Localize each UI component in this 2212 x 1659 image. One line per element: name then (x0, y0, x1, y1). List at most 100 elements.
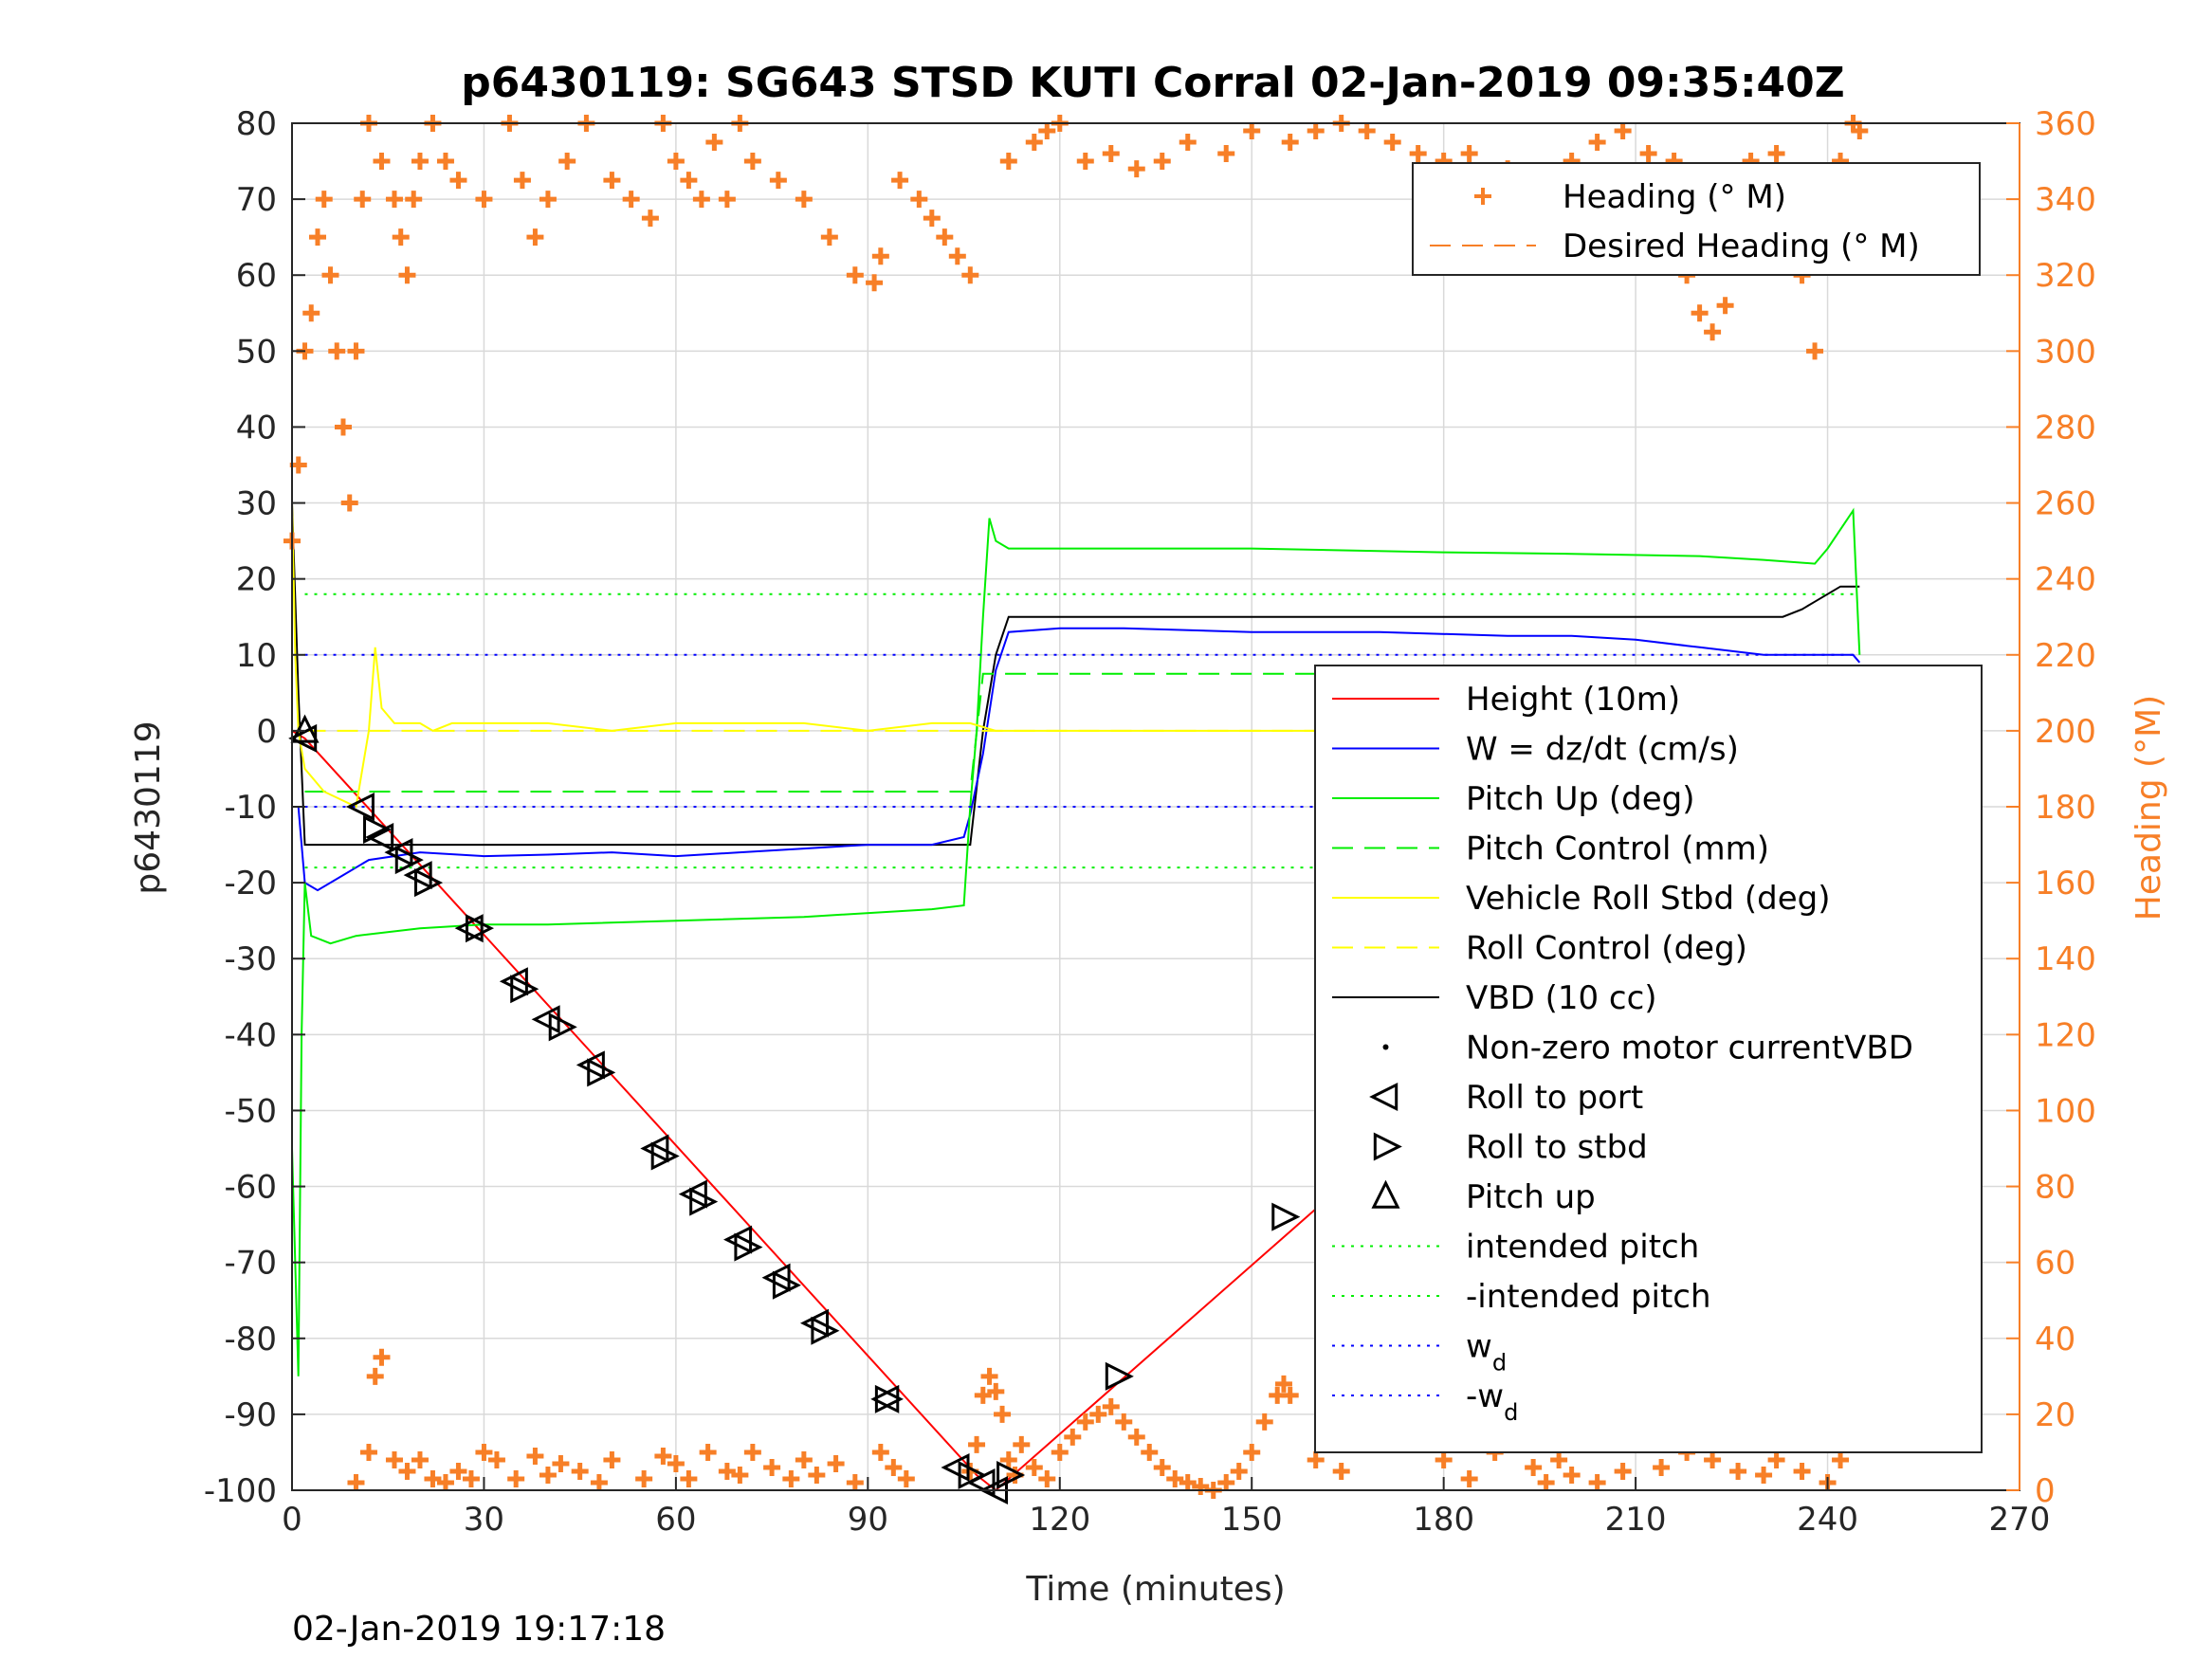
legend-heading-m-label: Heading (° M) (1563, 178, 1786, 216)
heading-point (948, 247, 966, 265)
heading-point (763, 1458, 781, 1476)
heading-point (603, 172, 621, 190)
heading-point (1525, 1458, 1543, 1476)
heading-point (392, 228, 410, 246)
y-left-tick-label: -100 (204, 1472, 277, 1510)
legend-w-dz-dt-cm-s-label: W = dz/dt (cm/s) (1466, 731, 1739, 769)
roll-to-port-marker (941, 1452, 970, 1482)
roll-to-port-marker (678, 1179, 707, 1209)
heading-point (641, 210, 659, 228)
heading-point (462, 1469, 480, 1487)
heading-point (936, 228, 954, 246)
y-left-tick-label: 60 (236, 257, 277, 295)
heading-point (398, 266, 416, 284)
heading-point (1281, 134, 1299, 152)
heading-point (424, 1469, 442, 1487)
legend-heading-box (1412, 162, 1981, 276)
heading-point (1460, 1469, 1478, 1487)
heading-point (923, 210, 941, 228)
roll-to-port-marker (345, 792, 375, 822)
heading-point (373, 1348, 391, 1366)
heading-point (1141, 1443, 1159, 1461)
y-left-tick-label: 50 (236, 333, 277, 371)
heading-point (1588, 1473, 1606, 1491)
heading-point (891, 172, 909, 190)
y-left-tick-label: 20 (236, 561, 277, 599)
y-left-tick-label: 80 (236, 105, 277, 143)
heading-point (1038, 122, 1056, 140)
heading-point (910, 191, 928, 209)
heading-point (994, 1405, 1012, 1423)
heading-point (1274, 1375, 1292, 1393)
roll-to-port-marker (454, 914, 484, 943)
heading-point (603, 1450, 621, 1468)
heading-point (743, 153, 761, 171)
y-left-tick-label: 30 (236, 485, 277, 523)
y-left-tick-label: -90 (224, 1396, 277, 1434)
legend-height-10m-label: Height (10m) (1466, 681, 1680, 719)
heading-point (1691, 304, 1709, 322)
y-left-tick-label: -10 (224, 789, 277, 827)
heading-point (1639, 145, 1657, 163)
series-pitch-control-mm (304, 672, 1860, 793)
y-right-tick-label: 60 (2035, 1245, 2075, 1283)
heading-point (487, 1450, 505, 1468)
y-left-tick-label: -50 (224, 1092, 277, 1130)
roll-to-port-marker (384, 838, 413, 867)
heading-point (846, 1473, 864, 1491)
y-right-tick-label: 200 (2035, 713, 2096, 751)
heading-point (692, 191, 710, 209)
heading-point (769, 172, 787, 190)
heading-point (820, 228, 838, 246)
heading-point (718, 1462, 736, 1480)
legend-heading-m-swatch (1474, 188, 1491, 205)
heading-point (782, 1469, 800, 1487)
heading-point (552, 1454, 570, 1472)
legend-main-box (1314, 665, 1983, 1453)
legend-w-d-label-base: -w (1466, 1377, 1504, 1415)
heading-point (449, 1462, 467, 1480)
heading-point (590, 1473, 608, 1491)
heading-point (1588, 134, 1606, 152)
heading-point (667, 1454, 685, 1472)
heading-point (1217, 145, 1235, 163)
heading-point (680, 1469, 698, 1487)
roll-to-stbd-marker (1271, 1202, 1301, 1231)
legend-main: Height (10m) W = dz/dt (cm/s) Pitch Up (de… (1314, 665, 1983, 1453)
roll-to-stbd-marker (772, 1270, 801, 1300)
heading-point (1537, 1473, 1555, 1491)
y-right-tick-label: 0 (2035, 1472, 2056, 1510)
roll-to-stbd-marker (734, 1232, 763, 1262)
y-right-tick-label: 360 (2035, 105, 2096, 143)
heading-point (968, 1435, 986, 1453)
heading-point (680, 172, 698, 190)
heading-point (1064, 1428, 1082, 1446)
heading-point (1192, 1477, 1210, 1495)
heading-point (866, 274, 884, 292)
legend-pitch-up-swatch (1371, 1179, 1400, 1209)
roll-to-stbd-marker (548, 1012, 577, 1042)
legend-roll-control-deg-label: Roll Control (deg) (1466, 930, 1747, 968)
heading-point (1460, 145, 1478, 163)
x-tick-label: 240 (1797, 1501, 1858, 1539)
y-left-tick-label: 0 (256, 713, 277, 751)
heading-point (1832, 1450, 1850, 1468)
y-left-tick-label: -40 (224, 1016, 277, 1054)
roll-to-stbd-marker (650, 1141, 680, 1171)
heading-point (1127, 160, 1145, 178)
y-right-tick-label: 40 (2035, 1321, 2075, 1358)
roll-to-port-marker (640, 1134, 669, 1163)
heading-point (667, 153, 685, 171)
heading-point (526, 1447, 544, 1465)
y-right-tick-label: 280 (2035, 409, 2096, 447)
heading-point (1767, 1450, 1785, 1468)
heading-point (571, 1462, 589, 1480)
heading-point (1243, 122, 1261, 140)
heading-point (475, 191, 493, 209)
heading-point (1051, 1443, 1069, 1461)
heading-point (974, 1386, 992, 1404)
heading-point (1563, 1466, 1581, 1484)
heading-point (871, 247, 889, 265)
heading-point (718, 191, 736, 209)
